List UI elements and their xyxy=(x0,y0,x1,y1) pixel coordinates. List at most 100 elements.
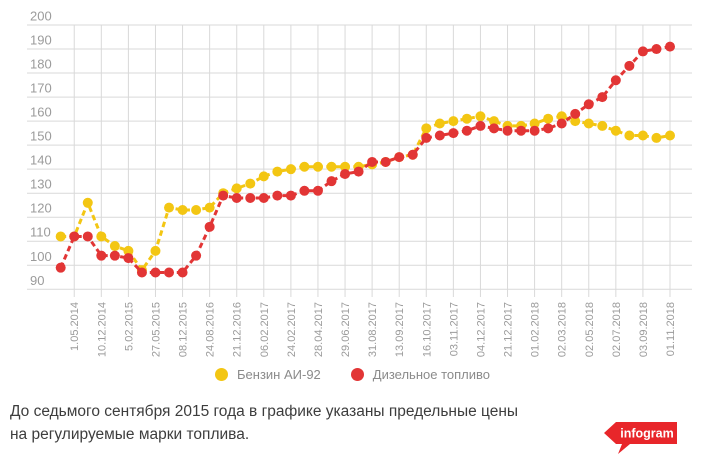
data-point-petrol-ai92[interactable] xyxy=(461,113,472,124)
legend-dot-icon xyxy=(215,368,229,381)
data-point-petrol-ai92[interactable] xyxy=(109,241,120,252)
x-axis-tick-label: 13.09.2017 xyxy=(394,302,406,357)
data-point-petrol-ai92[interactable] xyxy=(610,125,621,136)
data-point-diesel[interactable] xyxy=(367,156,378,167)
data-point-petrol-ai92[interactable] xyxy=(231,183,242,194)
data-point-petrol-ai92[interactable] xyxy=(123,245,134,256)
data-point-diesel[interactable] xyxy=(123,253,134,264)
data-point-petrol-ai92[interactable] xyxy=(434,118,445,129)
data-point-petrol-ai92[interactable] xyxy=(421,123,432,134)
data-point-petrol-ai92[interactable] xyxy=(312,161,323,172)
data-point-petrol-ai92[interactable] xyxy=(82,197,93,208)
data-point-diesel[interactable] xyxy=(299,185,310,196)
data-point-diesel[interactable] xyxy=(583,99,594,110)
data-point-diesel[interactable] xyxy=(96,250,107,261)
data-point-diesel[interactable] xyxy=(448,128,459,139)
data-point-diesel[interactable] xyxy=(529,125,540,136)
data-point-petrol-ai92[interactable] xyxy=(245,178,256,189)
x-axis-tick-label: 27.05.2015 xyxy=(150,302,162,357)
data-point-petrol-ai92[interactable] xyxy=(665,130,675,141)
data-point-petrol-ai92[interactable] xyxy=(488,116,499,127)
data-point-diesel[interactable] xyxy=(55,262,66,273)
data-point-petrol-ai92[interactable] xyxy=(150,245,161,256)
data-point-petrol-ai92[interactable] xyxy=(637,130,648,141)
data-point-diesel[interactable] xyxy=(421,132,432,143)
data-point-diesel[interactable] xyxy=(516,125,527,136)
data-point-petrol-ai92[interactable] xyxy=(529,118,540,129)
y-axis-tick-label: 170 xyxy=(30,81,52,96)
data-point-diesel[interactable] xyxy=(488,123,499,134)
data-point-diesel[interactable] xyxy=(543,123,554,134)
data-point-diesel[interactable] xyxy=(651,44,662,55)
data-point-diesel[interactable] xyxy=(312,185,323,196)
data-point-diesel[interactable] xyxy=(502,125,513,136)
data-point-petrol-ai92[interactable] xyxy=(177,205,188,216)
data-point-diesel[interactable] xyxy=(340,168,351,179)
data-point-petrol-ai92[interactable] xyxy=(299,161,310,172)
data-point-diesel[interactable] xyxy=(380,156,391,167)
series-line-diesel xyxy=(59,45,671,274)
data-point-petrol-ai92[interactable] xyxy=(340,161,351,172)
data-point-diesel[interactable] xyxy=(434,130,445,141)
data-point-petrol-ai92[interactable] xyxy=(583,118,594,129)
data-point-petrol-ai92[interactable] xyxy=(285,164,296,175)
data-point-diesel[interactable] xyxy=(164,267,175,278)
legend-item-diesel[interactable]: Дизельное топливо xyxy=(350,367,490,382)
x-axis-tick-label: 03.09.2018 xyxy=(638,302,650,357)
data-point-diesel[interactable] xyxy=(637,46,648,57)
data-point-petrol-ai92[interactable] xyxy=(556,111,567,122)
data-point-petrol-ai92[interactable] xyxy=(326,161,337,172)
data-point-diesel[interactable] xyxy=(82,231,93,242)
data-point-diesel[interactable] xyxy=(191,250,202,261)
infogram-logo[interactable]: infogram xyxy=(603,421,679,455)
data-point-petrol-ai92[interactable] xyxy=(164,202,175,213)
data-point-petrol-ai92[interactable] xyxy=(258,171,269,182)
data-point-petrol-ai92[interactable] xyxy=(55,231,66,242)
data-point-diesel[interactable] xyxy=(150,267,161,278)
data-point-diesel[interactable] xyxy=(624,60,635,71)
data-point-diesel[interactable] xyxy=(109,250,120,261)
data-point-diesel[interactable] xyxy=(258,192,269,203)
data-point-petrol-ai92[interactable] xyxy=(475,111,486,122)
data-point-petrol-ai92[interactable] xyxy=(597,120,608,131)
data-point-petrol-ai92[interactable] xyxy=(191,205,202,216)
x-axis-tick-label: 08.12.2015 xyxy=(178,302,190,357)
data-point-diesel[interactable] xyxy=(665,41,675,52)
data-point-diesel[interactable] xyxy=(231,192,242,203)
infogram-flag-icon: infogram xyxy=(604,422,677,454)
legend-label: Бензин АИ-92 xyxy=(237,367,321,382)
data-point-diesel[interactable] xyxy=(407,149,418,160)
data-point-petrol-ai92[interactable] xyxy=(543,113,554,124)
data-point-diesel[interactable] xyxy=(394,152,405,163)
data-point-diesel[interactable] xyxy=(136,267,147,278)
x-axis-tick-label: 16.10.2017 xyxy=(421,302,433,357)
data-point-petrol-ai92[interactable] xyxy=(96,231,107,242)
data-point-petrol-ai92[interactable] xyxy=(651,132,662,143)
data-point-diesel[interactable] xyxy=(177,267,188,278)
x-axis-tick-label: 1.05.2014 xyxy=(69,302,81,351)
data-point-diesel[interactable] xyxy=(610,75,621,86)
data-point-petrol-ai92[interactable] xyxy=(570,116,581,127)
data-point-petrol-ai92[interactable] xyxy=(272,166,283,177)
data-point-diesel[interactable] xyxy=(556,118,567,129)
data-point-diesel[interactable] xyxy=(326,176,337,187)
x-axis-tick-label: 02.07.2018 xyxy=(611,302,623,357)
legend-item-petrol-ai92[interactable]: Бензин АИ-92 xyxy=(215,367,321,382)
data-point-diesel[interactable] xyxy=(597,92,608,103)
data-point-diesel[interactable] xyxy=(285,190,296,201)
data-point-diesel[interactable] xyxy=(461,125,472,136)
x-axis-tick-label: 10.12.2014 xyxy=(96,302,108,357)
data-point-diesel[interactable] xyxy=(204,221,215,232)
data-point-diesel[interactable] xyxy=(218,190,229,201)
data-point-diesel[interactable] xyxy=(272,190,283,201)
data-point-diesel[interactable] xyxy=(69,231,80,242)
data-point-diesel[interactable] xyxy=(475,120,486,131)
data-point-diesel[interactable] xyxy=(570,108,581,119)
data-point-petrol-ai92[interactable] xyxy=(448,116,459,127)
data-point-diesel[interactable] xyxy=(353,166,364,177)
data-point-diesel[interactable] xyxy=(245,192,256,203)
y-axis-tick-label: 200 xyxy=(30,9,52,24)
data-point-petrol-ai92[interactable] xyxy=(624,130,635,141)
data-point-petrol-ai92[interactable] xyxy=(204,202,215,213)
